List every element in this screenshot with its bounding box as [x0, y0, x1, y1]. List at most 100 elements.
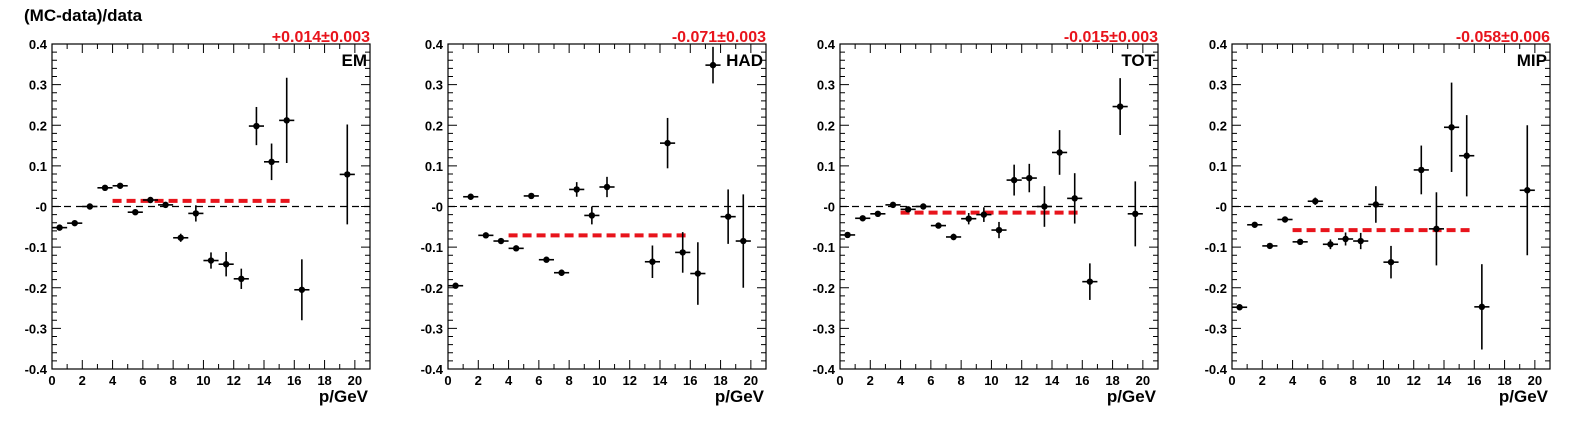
panel-tot: -0.4 -0.3 -0.2 -0.1 -0 0.1 0.2 0.3 0.4 0 2 4 6 8 10 12 1… [813, 29, 1159, 406]
data-point [478, 232, 494, 239]
marker [603, 183, 611, 191]
data-point [720, 189, 736, 244]
y-tick-label: 0.1 [29, 159, 47, 174]
marker [1251, 221, 1258, 228]
marker [904, 206, 912, 213]
data-point [1368, 186, 1384, 223]
marker [71, 219, 78, 227]
data-point [1428, 192, 1444, 266]
y-tick-label: 0.4 [817, 37, 836, 52]
x-tick-label: 16 [1467, 373, 1481, 388]
marker [724, 213, 732, 220]
fit-result-label: +0.014±0.003 [272, 29, 370, 46]
data-point [915, 203, 931, 210]
data-point [870, 210, 886, 218]
panel-label: MIP [1517, 51, 1547, 70]
data-point [840, 231, 856, 239]
data-point [97, 184, 113, 192]
x-tick-label: 10 [196, 373, 210, 388]
data-point [264, 143, 280, 181]
x-tick-label: 16 [683, 373, 697, 388]
marker [844, 231, 851, 239]
marker [268, 158, 275, 166]
x-tick-label: 10 [592, 373, 606, 388]
marker [694, 270, 702, 277]
y-tick-label: 0.4 [29, 37, 48, 52]
data-point [1338, 232, 1354, 246]
data-point [1519, 125, 1535, 256]
y-tick-label: 0.3 [817, 78, 835, 93]
data-point [1067, 173, 1083, 224]
marker [1357, 237, 1364, 245]
fit-result-label: -0.058±0.006 [1456, 29, 1550, 46]
data-point [1052, 130, 1068, 175]
marker [528, 192, 535, 200]
y-tick-label: -0.2 [1205, 281, 1227, 296]
x-tick-label: 8 [958, 373, 965, 388]
marker [1236, 304, 1243, 311]
marker [664, 139, 671, 147]
y-tick-label: 0.4 [1209, 37, 1228, 52]
marker [56, 224, 63, 231]
x-tick-label: 2 [475, 373, 482, 388]
x-tick-label: 20 [744, 373, 758, 388]
y-tick-label: 0.2 [29, 118, 47, 133]
y-tick-label: -0.4 [421, 362, 444, 377]
marker [1433, 225, 1440, 233]
marker [86, 203, 94, 210]
marker [253, 122, 260, 130]
y-tick-label: -0.4 [25, 362, 48, 377]
data-point [735, 194, 751, 288]
marker [709, 61, 717, 69]
marker [740, 237, 747, 245]
marker [889, 201, 897, 209]
y-tick-label: 0.3 [29, 78, 47, 93]
marker [298, 286, 306, 293]
marker [980, 211, 988, 218]
marker [1448, 124, 1455, 131]
data-point [1444, 82, 1460, 172]
marker [859, 215, 866, 222]
marker [1116, 103, 1124, 110]
x-tick-label: 16 [287, 373, 301, 388]
data-point [1232, 304, 1248, 311]
marker [950, 233, 957, 241]
data-point [1277, 216, 1293, 223]
data-point [493, 237, 509, 245]
x-tick-label: 4 [1289, 373, 1297, 388]
marker [649, 258, 656, 265]
y-tick-label: -0 [823, 200, 835, 215]
data-point [1353, 232, 1369, 250]
y-tick-label: -0.3 [421, 321, 443, 336]
fit-result-label: -0.015±0.003 [1064, 29, 1158, 46]
y-tick-label: 0.1 [1209, 159, 1227, 174]
marker [1132, 210, 1139, 218]
data-point [1021, 163, 1037, 193]
y-tick-label: 0.1 [425, 159, 443, 174]
y-tick-label: -0.3 [813, 321, 835, 336]
x-tick-label: 2 [1259, 373, 1266, 388]
data-point [1247, 221, 1263, 228]
y-tick-label: -0.1 [25, 240, 47, 255]
marker [920, 203, 927, 210]
marker [1342, 235, 1349, 243]
fit-result-label: -0.071±0.003 [672, 29, 766, 46]
x-tick-label: 10 [1376, 373, 1390, 388]
data-point [1322, 239, 1338, 250]
y-tick-label: -0.2 [421, 281, 443, 296]
data-point [112, 182, 128, 189]
marker [344, 171, 351, 178]
marker [192, 210, 200, 217]
y-tick-label: 0.2 [425, 118, 443, 133]
x-tick-label: 20 [1528, 373, 1542, 388]
marker [482, 232, 490, 239]
marker [1026, 174, 1033, 182]
marker [1418, 166, 1425, 174]
panel-label: EM [342, 51, 368, 70]
data-point [463, 193, 479, 200]
x-tick-label: 18 [713, 373, 727, 388]
marker [207, 257, 215, 264]
x-tick-label: 14 [653, 373, 668, 388]
data-point [1413, 145, 1429, 195]
